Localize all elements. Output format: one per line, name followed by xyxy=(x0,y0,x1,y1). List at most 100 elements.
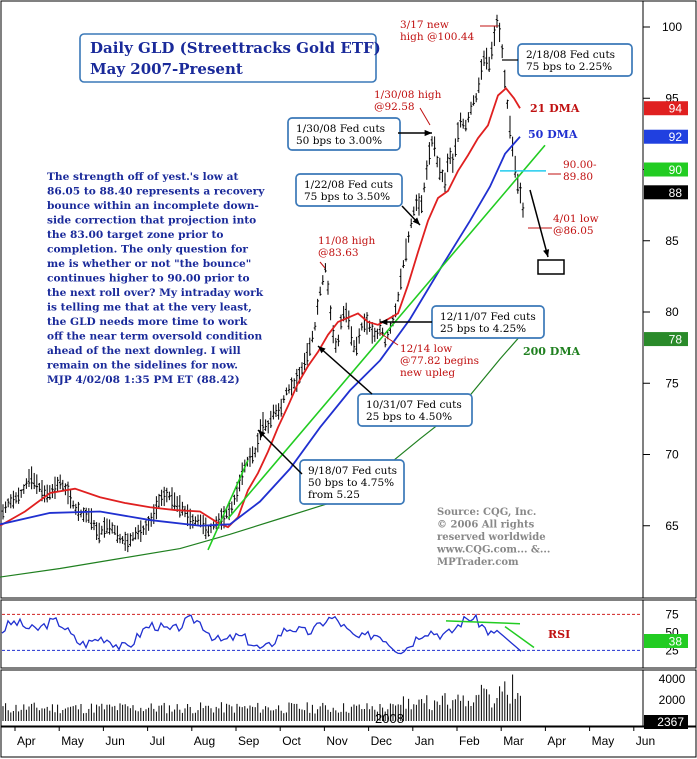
price-bar xyxy=(339,314,343,330)
source-line: reserved worldwide xyxy=(437,532,546,543)
price-bar xyxy=(311,330,314,343)
price-bar xyxy=(487,56,491,72)
year-label: 2008 xyxy=(375,711,404,726)
commentary-line: MJP 4/02/08 1:35 PM ET (88.42) xyxy=(47,374,240,386)
price-bar xyxy=(404,238,408,262)
price-bar xyxy=(123,531,127,551)
price-bar xyxy=(113,525,117,535)
commentary-line: The strength off of yest.'s low at xyxy=(47,171,238,183)
commentary-line: remain on the sidelines for now. xyxy=(47,360,238,372)
svg-text:@86.05: @86.05 xyxy=(553,225,594,237)
price-panel xyxy=(0,0,644,599)
price-bar xyxy=(162,486,166,507)
price-bar xyxy=(376,328,379,339)
trendline-long xyxy=(227,144,546,520)
rsi-line xyxy=(1,613,522,655)
month-label: Jun xyxy=(636,734,655,748)
price-bar xyxy=(134,527,137,540)
month-label: Mar xyxy=(503,734,524,748)
commentary-line: off the near term oversold condition xyxy=(47,331,262,343)
price-bar xyxy=(136,524,140,540)
price-bar xyxy=(56,476,59,493)
svg-text:12/11/07 Fed cuts: 12/11/07 Fed cuts xyxy=(440,311,536,323)
price-bar xyxy=(451,153,455,173)
trendline-short xyxy=(207,459,249,551)
price-bar xyxy=(9,494,13,509)
price-bar xyxy=(287,384,291,394)
dma50-line xyxy=(0,136,521,527)
commentary-line: the GLD needs more time to work xyxy=(47,316,248,328)
svg-text:25 bps to 4.50%: 25 bps to 4.50% xyxy=(366,411,452,423)
price-bar xyxy=(38,482,41,492)
price-bar xyxy=(110,522,114,534)
price-bar xyxy=(84,507,88,523)
price-bar xyxy=(173,492,176,511)
rsi-label: RSI xyxy=(548,628,570,641)
price-bar xyxy=(321,275,325,286)
volume-marker xyxy=(644,715,688,729)
price-bar xyxy=(170,487,174,511)
price-bar xyxy=(500,44,504,59)
volume-tick-label: 2000 xyxy=(659,693,686,707)
price-bar xyxy=(370,321,374,344)
price-bar xyxy=(207,525,210,537)
price-bar xyxy=(1,504,5,520)
price-bar xyxy=(282,395,286,403)
price-bar xyxy=(97,522,101,544)
volume-marker-label: 2367 xyxy=(657,715,684,729)
price-bar xyxy=(225,509,228,519)
price-bar xyxy=(142,525,145,536)
price-bar xyxy=(129,533,132,547)
price-bar xyxy=(508,115,512,139)
price-bar xyxy=(230,501,234,514)
price-marker: 88 xyxy=(644,185,688,200)
price-bar xyxy=(66,481,70,505)
commentary-line: bounce within an incomplete down- xyxy=(47,200,259,212)
price-bar xyxy=(25,478,28,489)
low1214-leader xyxy=(379,332,399,346)
price-bar xyxy=(35,474,39,494)
price-bar xyxy=(272,404,275,420)
price-bar xyxy=(92,520,96,531)
month-label: Sep xyxy=(238,734,260,748)
price-bar xyxy=(274,404,278,418)
month-label: Apr xyxy=(547,734,566,748)
price-bar xyxy=(350,326,353,346)
price-marker: 78 xyxy=(644,332,688,347)
price-bar xyxy=(357,328,361,344)
svg-text:75 bps to 2.25%: 75 bps to 2.25% xyxy=(526,61,612,73)
price-bar xyxy=(464,119,468,132)
month-label: Jul xyxy=(150,734,165,748)
price-bar xyxy=(472,95,475,106)
price-bar xyxy=(178,495,182,518)
svg-text:10/31/07 Fed cuts: 10/31/07 Fed cuts xyxy=(366,399,462,411)
price-bar xyxy=(100,525,104,535)
price-bar xyxy=(261,411,265,434)
rsi-trendline xyxy=(445,620,521,625)
price-bar xyxy=(347,310,351,330)
svg-text:2/18/08 Fed cuts: 2/18/08 Fed cuts xyxy=(526,49,615,61)
price-bar xyxy=(118,533,122,544)
price-bar xyxy=(441,169,444,183)
price-bar xyxy=(435,155,439,168)
price-bar xyxy=(131,532,135,542)
month-label: Apr xyxy=(17,734,36,748)
price-bar xyxy=(4,501,7,513)
price-bar xyxy=(519,182,522,204)
price-bar xyxy=(251,446,254,464)
price-bar xyxy=(459,112,462,128)
price-bar xyxy=(329,305,332,321)
price-marker: 94 xyxy=(644,101,688,116)
axis-panel xyxy=(642,0,697,599)
price-bar xyxy=(14,492,18,504)
price-bar xyxy=(108,519,111,535)
price-bar xyxy=(506,99,509,109)
volume-tick-label: 4000 xyxy=(659,672,686,686)
price-bar xyxy=(396,291,400,302)
price-bar xyxy=(256,433,260,453)
price-bar xyxy=(204,517,208,540)
price-bar xyxy=(337,334,340,347)
svg-text:11/08 high: 11/08 high xyxy=(318,235,375,247)
